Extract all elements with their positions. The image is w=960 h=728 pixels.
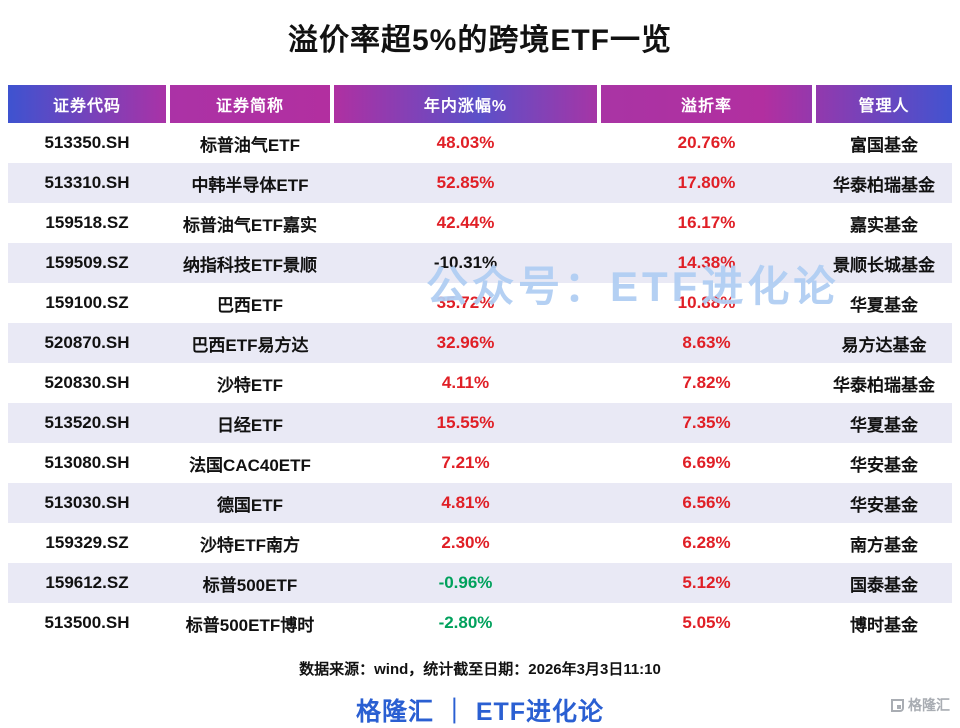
cell-security-code: 159509.SZ [45, 253, 129, 272]
table-row: 520830.SH 沙特ETF 4.11% 7.82% 华泰柏瑞基金 [8, 363, 952, 403]
cell-security-name: 标普500ETF [202, 575, 298, 595]
cell-manager: 景顺长城基金 [833, 255, 935, 275]
header-security-code: 证券代码 [52, 98, 121, 115]
table-body: 513350.SH 标普油气ETF 48.03% 20.76% 富国基金 513310.S… [8, 123, 952, 643]
table-row: 513030.SH 德国ETF 4.81% 6.56% 华安基金 [8, 483, 952, 523]
cell-premium-rate: 7.35% [682, 413, 731, 432]
cell-premium-rate: 5.05% [682, 613, 731, 632]
cell-ytd-change: 15.55% [436, 413, 495, 432]
gelonghui-logo: 格隆汇 [891, 695, 950, 715]
cell-ytd-change: 52.85% [436, 173, 495, 192]
table-row: 513500.SH 标普500ETF博时 -2.80% 5.05% 博时基金 [8, 603, 952, 643]
cell-premium-rate: 16.17% [677, 213, 736, 232]
header-divider [812, 85, 816, 123]
cell-premium-rate: 5.12% [682, 573, 731, 592]
table-row: 159518.SZ 标普油气ETF嘉实 42.44% 16.17% 嘉实基金 [8, 203, 952, 243]
cell-manager: 南方基金 [850, 535, 918, 555]
cell-security-code: 520830.SH [44, 373, 130, 392]
cell-ytd-change: -10.31% [433, 253, 498, 272]
cell-premium-rate: 20.76% [677, 133, 736, 152]
cell-premium-rate: 10.88% [677, 293, 736, 312]
cell-security-name: 标普油气ETF [199, 135, 301, 155]
cell-security-name: 沙特ETF [216, 375, 284, 395]
gelonghui-logo-icon [891, 698, 904, 712]
cell-security-code: 513310.SH [44, 173, 130, 192]
page-title: 溢价率超5%的跨境ETF一览 [287, 24, 673, 57]
header-manager: 管理人 [858, 98, 910, 115]
cell-ytd-change: 2.30% [441, 533, 490, 552]
cell-security-code: 159612.SZ [45, 573, 129, 592]
cell-premium-rate: 6.56% [682, 493, 731, 512]
brand-line: 格隆汇 ｜ ETF进化论 [355, 698, 605, 726]
etf-table: 证券代码 证券简称 年内涨幅% 溢折率 管理人 513350.SH 标普油气ETF… [8, 85, 952, 643]
cell-security-name: 巴西ETF易方达 [191, 335, 309, 355]
cell-security-code: 513520.SH [44, 413, 130, 432]
table-row: 159329.SZ 沙特ETF南方 2.30% 6.28% 南方基金 [8, 523, 952, 563]
cell-manager: 博时基金 [850, 615, 918, 635]
cell-premium-rate: 8.63% [682, 333, 731, 352]
cell-manager: 华泰柏瑞基金 [833, 175, 935, 195]
cell-security-code: 513500.SH [44, 613, 130, 632]
cell-ytd-change: -0.96% [438, 573, 493, 592]
cell-manager: 富国基金 [850, 135, 918, 155]
cell-ytd-change: 42.44% [436, 213, 495, 232]
table-row: 513520.SH 日经ETF 15.55% 7.35% 华夏基金 [8, 403, 952, 443]
cell-security-name: 巴西ETF [216, 295, 284, 315]
table-row: 513080.SH 法国CAC40ETF 7.21% 6.69% 华安基金 [8, 443, 952, 483]
cell-security-name: 标普油气ETF嘉实 [182, 215, 318, 235]
header-ytd-change: 年内涨幅% [423, 98, 508, 115]
cell-manager: 国泰基金 [850, 575, 918, 595]
cell-manager: 易方达基金 [841, 335, 927, 355]
table-row: 159100.SZ 巴西ETF 35.72% 10.88% 华夏基金 [8, 283, 952, 323]
cell-ytd-change: 7.21% [441, 453, 490, 472]
table-row: 159509.SZ 纳指科技ETF景顺 -10.31% 14.38% 景顺长城基金 [8, 243, 952, 283]
cell-security-code: 159329.SZ [45, 533, 129, 552]
header-divider [330, 85, 334, 123]
cell-security-code: 513080.SH [44, 453, 130, 472]
cell-security-code: 159100.SZ [45, 293, 129, 312]
table-row: 159612.SZ 标普500ETF -0.96% 5.12% 国泰基金 [8, 563, 952, 603]
header-divider [597, 85, 601, 123]
cell-security-name: 标普500ETF博时 [185, 615, 315, 635]
cell-manager: 华泰柏瑞基金 [833, 375, 935, 395]
cell-premium-rate: 6.69% [682, 453, 731, 472]
cell-manager: 嘉实基金 [850, 215, 918, 235]
table-row: 520870.SH 巴西ETF易方达 32.96% 8.63% 易方达基金 [8, 323, 952, 363]
cell-security-name: 中韩半导体ETF [191, 175, 309, 195]
header-security-name: 证券简称 [215, 98, 284, 115]
data-source-note: 数据来源：wind，统计截至日期：2026年3月3日11:10 [299, 661, 661, 678]
cell-security-code: 520870.SH [44, 333, 130, 352]
cell-manager: 华夏基金 [850, 415, 918, 435]
cell-security-code: 513350.SH [44, 133, 130, 152]
cell-security-name: 沙特ETF南方 [199, 535, 301, 555]
cell-security-code: 159518.SZ [45, 213, 129, 232]
cell-manager: 华夏基金 [850, 295, 918, 315]
cell-ytd-change: 35.72% [436, 293, 495, 312]
cell-ytd-change: -2.80% [438, 613, 493, 632]
cell-manager: 华安基金 [850, 455, 918, 475]
cell-ytd-change: 48.03% [436, 133, 495, 152]
cell-ytd-change: 32.96% [436, 333, 495, 352]
table-row: 513350.SH 标普油气ETF 48.03% 20.76% 富国基金 [8, 123, 952, 163]
cell-ytd-change: 4.81% [441, 493, 490, 512]
cell-ytd-change: 4.11% [441, 373, 490, 392]
cell-premium-rate: 7.82% [682, 373, 731, 392]
cell-security-name: 德国ETF [216, 495, 284, 515]
cell-security-name: 法国CAC40ETF [189, 455, 311, 475]
cell-premium-rate: 17.80% [677, 173, 736, 192]
header-premium-rate: 溢折率 [680, 98, 732, 115]
cell-security-code: 513030.SH [44, 493, 130, 512]
cell-security-name: 日经ETF [216, 415, 284, 435]
cell-manager: 华安基金 [850, 495, 918, 515]
cell-premium-rate: 6.28% [682, 533, 731, 552]
table-header-row: 证券代码 证券简称 年内涨幅% 溢折率 管理人 [8, 85, 952, 123]
table-row: 513310.SH 中韩半导体ETF 52.85% 17.80% 华泰柏瑞基金 [8, 163, 952, 203]
gelonghui-logo-text: 格隆汇 [908, 697, 950, 713]
cell-security-name: 纳指科技ETF景顺 [182, 255, 318, 275]
header-divider [166, 85, 170, 123]
cell-premium-rate: 14.38% [677, 253, 736, 272]
